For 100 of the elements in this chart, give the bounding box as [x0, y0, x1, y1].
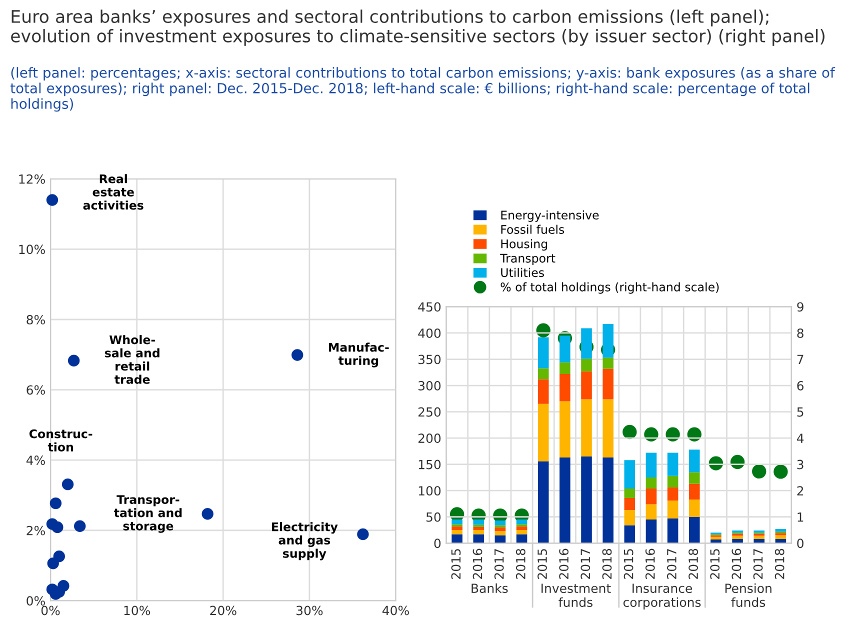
legend-label: Energy-intensive: [501, 210, 599, 222]
x-tick-label: 2016: [472, 548, 482, 579]
y2-tick-label: 3: [797, 460, 804, 470]
x-tick-label: 10%: [124, 606, 150, 616]
point: [774, 464, 788, 479]
bar: [538, 461, 549, 544]
bar: [624, 498, 636, 510]
bar: [775, 535, 786, 539]
y2-tick-label: 6: [797, 381, 804, 390]
bar: [516, 530, 528, 534]
bar: [667, 518, 678, 544]
x-tick-label: 2015: [451, 549, 461, 579]
bar: [624, 525, 636, 544]
x-tick-label: 2017: [753, 549, 763, 579]
y-tick-label: 0: [434, 538, 441, 548]
bar: [688, 450, 700, 472]
bar: [560, 401, 570, 458]
point: [47, 558, 59, 570]
bar: [602, 399, 614, 458]
chart-title: Euro area banks’ exposures and sectoral contributions to carbon emissions (left panel); evolution of investment exposures to climate-sensitive sectors (by issuer sector) (right panel): [11, 10, 824, 46]
x-tick-label: 2016: [732, 548, 742, 579]
x-tick-label: 2018: [602, 548, 612, 579]
x-tick-label: 2015: [710, 549, 720, 579]
point: [46, 194, 58, 206]
bar: [473, 520, 484, 525]
bar: [560, 374, 570, 402]
bar: [581, 456, 592, 544]
y2-tick-label: 2: [797, 486, 804, 496]
y2-tick-label: 4: [796, 434, 804, 443]
y-tick-label: 100: [418, 486, 441, 496]
x-tick-label: 2018: [516, 548, 526, 579]
bar: [473, 530, 484, 534]
bar: [667, 476, 678, 488]
bar: [494, 527, 506, 532]
x-tick-label: 2016: [645, 548, 655, 579]
legend-label: Fossil fuels: [501, 224, 564, 234]
y-tick-label: 6%: [26, 385, 45, 395]
bar: [516, 534, 528, 544]
y-tick-label: 12%: [19, 174, 45, 184]
bar: [688, 484, 700, 500]
bar: [473, 526, 484, 530]
y-tick-label: 350: [418, 354, 441, 364]
bar: [452, 526, 462, 530]
bar: [494, 520, 506, 526]
legend-label: % of total holdings (right-hand scale): [500, 282, 719, 294]
x-tick-label: 2015: [538, 549, 547, 579]
point: [52, 521, 64, 534]
annotation: Real estate activities: [83, 174, 144, 210]
bar: [452, 534, 462, 544]
bar: [516, 526, 528, 530]
bar: [688, 500, 700, 517]
bar: [581, 371, 592, 400]
point: [74, 520, 86, 532]
point: [53, 550, 65, 562]
bar: [732, 536, 743, 539]
legend-label: Transport: [500, 254, 556, 265]
bar: [775, 528, 786, 532]
bar: [646, 452, 657, 478]
legend-label: Utilities: [501, 268, 544, 278]
annotation: Transpor- tation and storage: [114, 495, 182, 533]
bar: [646, 477, 657, 489]
legend-label: Housing: [501, 239, 548, 251]
bar: [538, 379, 549, 404]
point: [62, 478, 74, 490]
y2-tick-label: 7: [797, 354, 804, 364]
bar: [646, 488, 657, 504]
point: [58, 580, 70, 592]
y2-tick-label: 5: [797, 407, 804, 417]
bar: [624, 460, 636, 489]
annotation: Manufac- turing: [328, 342, 389, 368]
bar: [688, 472, 700, 484]
point: [622, 424, 637, 440]
y-tick-label: 300: [418, 381, 441, 390]
text: Investment funds: [542, 584, 611, 608]
point: [68, 354, 80, 366]
chart-subtitle: (left panel: percentages; x-axis: sectoral contributions to total carbon emissions; y-axis: bank exposures (as a share of total exposures); right panel: Dec. 2015-Dec. 2018; left-hand scale: € billions; right-hand scale: percentage of total holdings): [10, 67, 836, 112]
x-tick-label: 40%: [382, 606, 409, 616]
point: [202, 508, 214, 520]
bar: [581, 358, 592, 372]
y-tick-label: 0%: [26, 596, 45, 606]
bar: [602, 358, 614, 369]
bar: [560, 336, 570, 362]
y-tick-label: 150: [418, 460, 441, 470]
x-tick-label: 2017: [580, 549, 590, 579]
bar: [646, 520, 657, 544]
bar: [602, 458, 614, 544]
y-tick-label: 200: [418, 434, 441, 443]
x-tick-label: 2016: [559, 548, 569, 579]
bar: [754, 536, 765, 539]
y-tick-label: 4%: [26, 456, 45, 466]
y-tick-label: 50: [426, 512, 441, 522]
bar: [688, 516, 700, 544]
bar: [646, 504, 657, 520]
y-tick-label: 10%: [19, 244, 45, 254]
bar: [560, 458, 570, 544]
bar: [473, 534, 484, 544]
bar: [452, 530, 462, 534]
bar: [667, 452, 678, 476]
bar: [538, 337, 549, 368]
y-tick-label: 450: [418, 302, 441, 312]
